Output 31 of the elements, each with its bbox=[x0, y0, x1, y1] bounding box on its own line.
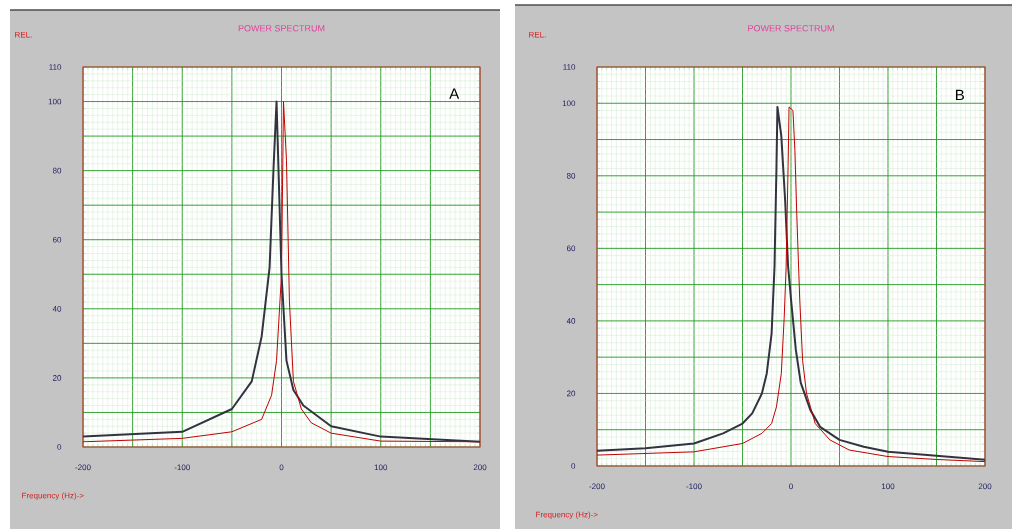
x-tick-label: 100 bbox=[374, 464, 388, 471]
x-tick-label: 0 bbox=[279, 464, 284, 471]
y-tick-label: 110 bbox=[49, 64, 62, 70]
y-tick-label: 80 bbox=[52, 167, 62, 174]
x-tick-label: 0 bbox=[789, 483, 793, 490]
y-tick-label: 40 bbox=[566, 318, 576, 324]
x-tick-label: -100 bbox=[686, 483, 702, 490]
x-tick-label: -200 bbox=[75, 464, 91, 471]
y-axis-title: REL. bbox=[529, 31, 546, 38]
y-tick-label: 40 bbox=[52, 305, 62, 312]
y-tick-label: 110 bbox=[563, 64, 576, 70]
x-tick-label: -100 bbox=[174, 464, 190, 471]
y-tick-label: 80 bbox=[566, 172, 576, 179]
annotation: A bbox=[449, 88, 460, 99]
y-axis-title: REL. bbox=[15, 31, 32, 38]
y-tick-label: 20 bbox=[52, 375, 62, 381]
x-tick-label: 100 bbox=[881, 483, 895, 490]
x-axis-title: Frequency (Hz)-> bbox=[536, 511, 598, 519]
chart-title: POWER SPECTRUM bbox=[748, 25, 834, 32]
y-tick-label: 60 bbox=[52, 236, 62, 243]
annotation: B bbox=[956, 89, 964, 101]
y-tick-label: 60 bbox=[566, 245, 576, 252]
x-tick-label: 200 bbox=[978, 483, 992, 490]
chart-title: POWER SPECTRUM bbox=[238, 25, 325, 32]
y-tick-label: 0 bbox=[57, 444, 62, 450]
x-axis-title: Frequency (Hz)-> bbox=[22, 492, 84, 500]
y-tick-label: 20 bbox=[566, 390, 576, 397]
y-tick-label: 100 bbox=[562, 100, 576, 107]
x-tick-label: -200 bbox=[589, 483, 605, 490]
y-tick-label: 100 bbox=[48, 98, 62, 105]
x-tick-label: 200 bbox=[473, 464, 487, 471]
